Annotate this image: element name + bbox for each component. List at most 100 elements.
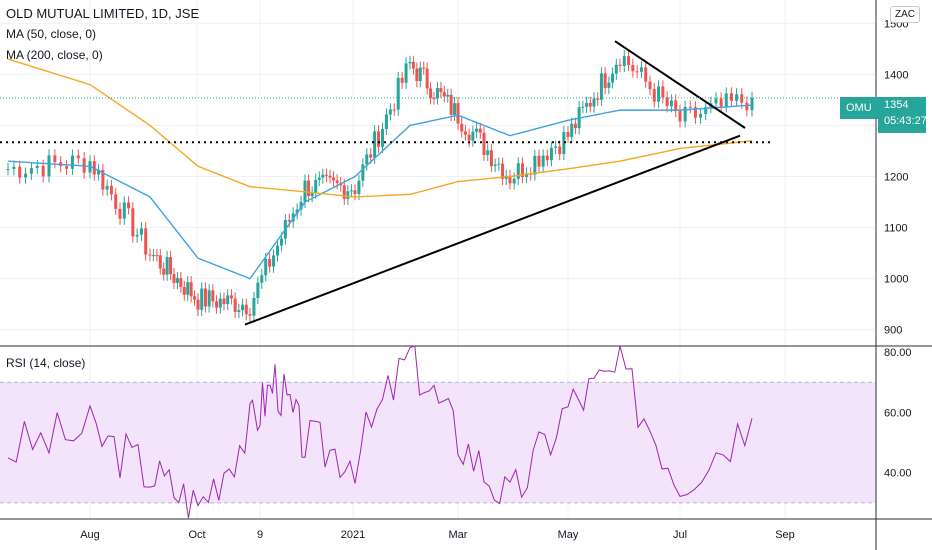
candle-body [714, 98, 718, 104]
rsi-band [0, 382, 876, 503]
candle-body [512, 178, 516, 184]
candle-body [644, 67, 648, 82]
candle-body [475, 128, 479, 132]
candle-body [155, 255, 159, 257]
candle-body [158, 255, 162, 269]
candle-body [592, 98, 596, 107]
candle-body [392, 109, 396, 111]
rsi-legend[interactable]: RSI (14, close) [6, 356, 86, 370]
candle-body [566, 132, 570, 137]
candle-body [729, 93, 733, 101]
candle-body [299, 201, 303, 210]
candle-body [400, 77, 404, 83]
candle-body [222, 298, 226, 305]
candle-body [357, 180, 361, 194]
candle-body [18, 166, 22, 178]
candle-body [295, 209, 299, 214]
candle-body [287, 220, 291, 222]
candle-body [471, 131, 475, 141]
candle-body [439, 88, 443, 92]
candle-body [335, 180, 339, 184]
currency-label[interactable]: ZAC [890, 6, 920, 23]
candle-body [179, 278, 183, 287]
candle-body [669, 100, 673, 107]
candle-body [520, 163, 524, 178]
candle-body [415, 68, 419, 82]
candle-body [244, 304, 248, 315]
time-tick-label: Aug [80, 529, 100, 541]
candle-body [70, 155, 74, 169]
candle-body [233, 298, 237, 312]
candle-body [162, 268, 166, 275]
candle-body [537, 155, 541, 167]
candle-body [429, 88, 433, 99]
candle-body [260, 275, 264, 283]
ma50-legend[interactable]: MA (50, close, 0) [6, 27, 97, 41]
candle-body [118, 208, 122, 219]
candle-body [328, 175, 332, 178]
candle-body [307, 180, 311, 197]
candle-body [425, 68, 429, 89]
price-tick-label: 1000 [884, 274, 908, 286]
candle-body [165, 257, 169, 275]
candle-body [693, 107, 697, 118]
candle-body [719, 98, 723, 107]
candle-body [76, 155, 80, 159]
candle-body [408, 61, 412, 64]
candle-body [122, 202, 126, 219]
countdown-timer: 05:43:27 [884, 115, 927, 127]
time-tick-label: Sep [775, 529, 795, 541]
candle-body [652, 89, 656, 102]
time-tick-label: Jul [673, 529, 687, 541]
candle-body [384, 114, 388, 130]
candle-body [189, 282, 193, 297]
candle-body [545, 155, 549, 161]
candle-body [353, 190, 357, 194]
ticker-badge: OMU [840, 97, 878, 119]
time-tick-label: May [558, 529, 579, 541]
candle-body [460, 123, 464, 132]
candle-body [252, 298, 256, 316]
candle-body [172, 274, 176, 283]
candle-body [369, 154, 373, 158]
candle-body [750, 97, 754, 111]
candle-body [256, 282, 260, 299]
candle-body [35, 165, 39, 169]
candle-body [627, 56, 631, 65]
price-tick-label: 900 [884, 325, 902, 337]
candle-body [47, 155, 51, 177]
candle-body [688, 106, 692, 108]
candle-body [493, 164, 497, 167]
price-tick-label: 1200 [884, 172, 908, 184]
candle-body [207, 290, 211, 307]
candle-body [332, 177, 336, 181]
time-tick-label: 2021 [341, 529, 365, 541]
candle-body [631, 64, 635, 72]
ma50-line [7, 104, 753, 280]
candle-body [735, 94, 739, 101]
candle-body [516, 163, 520, 179]
candle-body [463, 131, 467, 135]
last-price-badge: 1354 05:43:27 [878, 97, 927, 133]
candle-body [599, 73, 603, 100]
candle-body [501, 163, 505, 179]
candle-body [200, 288, 204, 310]
candle-body [131, 208, 135, 237]
candle-body [346, 191, 350, 199]
candle-body [478, 128, 482, 133]
candle-body [683, 106, 687, 122]
candle-body [558, 146, 562, 155]
candle-body [324, 174, 328, 176]
candle-body [442, 91, 446, 97]
rsi-line [7, 345, 753, 519]
candle-body [144, 228, 148, 255]
candle-body [614, 64, 618, 74]
candle-body [272, 255, 276, 267]
candle-body [740, 94, 744, 103]
candle-body [97, 169, 101, 175]
candle-body [241, 304, 245, 311]
ma200-legend[interactable]: MA (200, close, 0) [6, 48, 103, 62]
rsi-tick-label: 60.00 [884, 407, 912, 419]
time-tick-label: Oct [188, 529, 205, 541]
